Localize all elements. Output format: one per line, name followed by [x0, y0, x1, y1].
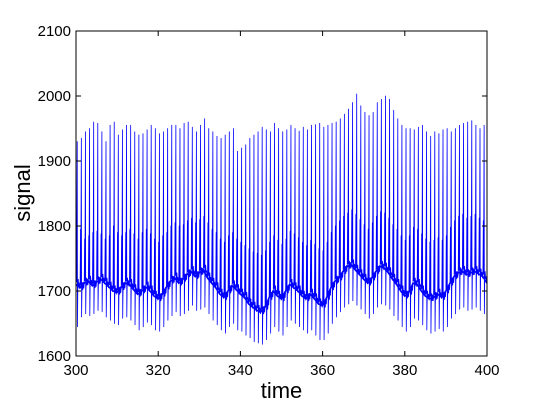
x-tick-label: 320	[146, 362, 171, 379]
x-tick-label: 340	[228, 362, 253, 379]
y-tick-label: 1700	[38, 283, 71, 300]
y-tick-label: 1800	[38, 218, 71, 235]
x-tick-label: 400	[474, 362, 499, 379]
x-axis-label: time	[261, 378, 303, 403]
y-axis-label: signal	[10, 164, 35, 221]
y-tick-label: 1600	[38, 348, 71, 365]
y-tick-label: 2100	[38, 23, 71, 40]
plot-frame	[75, 30, 488, 357]
signal-baseline	[75, 264, 488, 313]
y-tick-label: 2000	[38, 88, 71, 105]
x-tick-label: 380	[392, 362, 417, 379]
series-layer	[75, 93, 488, 345]
y-tick-label: 1900	[38, 153, 71, 170]
x-tick-label: 300	[63, 362, 88, 379]
ticks-layer: 300 320 340 360 380 400 1600 1700 1800 1900 2000 21…	[38, 23, 500, 379]
x-tick-label: 360	[310, 362, 335, 379]
signal-line	[75, 93, 488, 345]
